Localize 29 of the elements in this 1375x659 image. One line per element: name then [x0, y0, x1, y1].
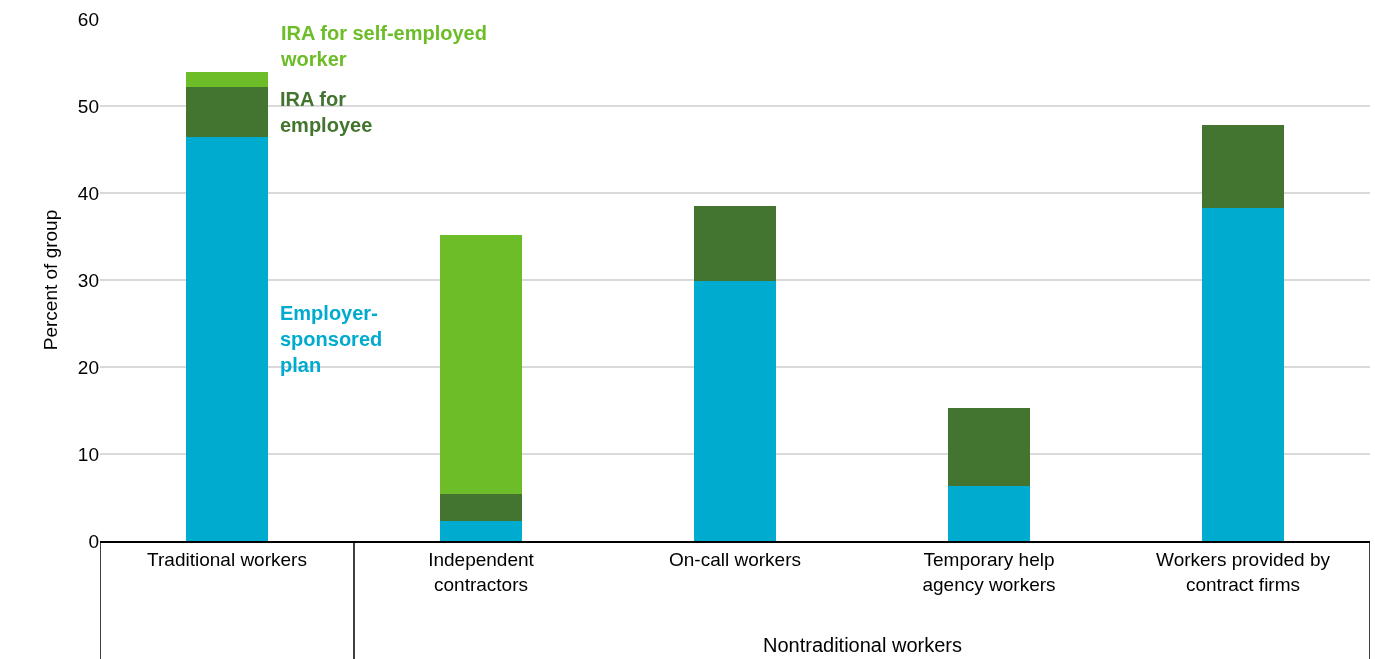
- series-label: Employer-sponsored plan: [280, 302, 383, 376]
- bar: [694, 206, 776, 281]
- x-tick-label: Workers provided by contract firms: [1156, 548, 1331, 595]
- y-tick-label: 40: [77, 182, 99, 204]
- y-tick-label: 20: [77, 356, 99, 378]
- series-label: IRA for employee: [280, 88, 373, 136]
- bar: [694, 281, 776, 541]
- y-tick-label: 10: [77, 443, 99, 465]
- y-axis-title: Percent of group: [39, 209, 61, 351]
- bar: [440, 521, 522, 541]
- bar: [186, 72, 268, 87]
- bar: [186, 87, 268, 137]
- bar: [186, 137, 268, 541]
- x-tick-label: Independent contractors: [428, 548, 535, 595]
- bar: [440, 494, 522, 521]
- bar: [1202, 125, 1284, 208]
- text: Nontraditional workers: [763, 634, 962, 656]
- bar: [948, 408, 1030, 486]
- x-tick-label: On-call workers: [669, 548, 801, 570]
- bar: [948, 486, 1030, 541]
- y-tick-label: 30: [77, 269, 99, 291]
- x-tick-label: Temporary help agency workers: [922, 548, 1056, 595]
- y-tick-label: 0: [88, 530, 99, 552]
- x-tick-label: Traditional workers: [147, 548, 307, 570]
- y-tick-label: 50: [77, 95, 99, 117]
- series-label: IRA for self-employed worker: [280, 22, 487, 70]
- bar: [440, 235, 522, 494]
- y-tick-label: 60: [77, 8, 99, 30]
- bar: [1202, 208, 1284, 541]
